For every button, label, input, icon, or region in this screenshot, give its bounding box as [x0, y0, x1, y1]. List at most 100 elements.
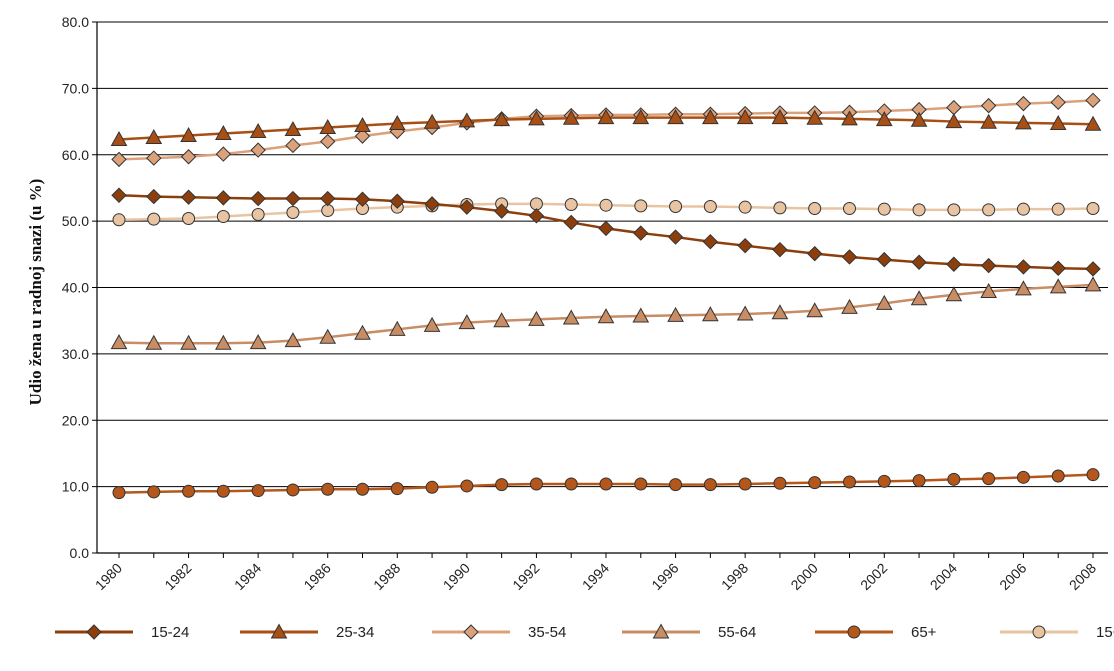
data-point — [669, 200, 683, 214]
data-point — [180, 189, 197, 205]
data-point — [876, 251, 892, 268]
legend-item-35-54: 35-54 — [432, 624, 566, 641]
data-point — [634, 199, 648, 213]
data-point — [1085, 261, 1101, 277]
data-point — [354, 191, 371, 207]
data-point — [286, 205, 300, 219]
legend-label: 15+ — [1096, 624, 1114, 641]
data-point — [806, 109, 824, 125]
data-point — [598, 220, 614, 237]
legend: 15-24 25-34 35-54 55-64 65+ 15+ — [55, 623, 1114, 641]
data-point — [808, 202, 822, 216]
x-tick-label: 2004 — [927, 560, 960, 593]
x-tick-label: 1984 — [231, 560, 264, 593]
data-point — [458, 112, 476, 128]
data-point — [388, 320, 406, 336]
data-point — [946, 99, 962, 116]
data-point — [667, 306, 684, 322]
data-point — [911, 254, 927, 270]
legend-item-25-34: 25-34 — [240, 623, 374, 641]
series-15-24 — [111, 187, 1101, 277]
x-tick-label: 1990 — [440, 560, 473, 593]
data-point — [634, 477, 648, 491]
data-point — [1051, 469, 1065, 483]
x-tick-label: 2000 — [787, 560, 820, 593]
data-point — [389, 193, 405, 209]
data-point — [1051, 202, 1065, 216]
x-tick-label: 1994 — [579, 560, 612, 593]
data-point — [667, 229, 684, 245]
data-point — [736, 305, 754, 321]
data-point — [493, 111, 510, 127]
data-point — [147, 485, 161, 499]
data-point — [110, 334, 128, 350]
x-tick-label: 1996 — [648, 560, 681, 593]
data-point — [632, 307, 650, 323]
data-point — [736, 109, 754, 125]
data-point — [1085, 92, 1101, 109]
data-point — [354, 117, 371, 133]
data-point — [980, 282, 997, 298]
data-point — [529, 197, 543, 211]
x-tick-label: 1980 — [92, 560, 125, 593]
data-point — [910, 111, 928, 127]
data-point — [564, 198, 578, 212]
data-point — [321, 204, 335, 218]
data-point — [112, 213, 126, 227]
data-point — [493, 312, 510, 328]
data-point — [251, 207, 265, 221]
data-point — [841, 298, 858, 314]
data-point — [180, 334, 197, 350]
data-point — [285, 190, 301, 207]
x-tick-label: 1988 — [370, 560, 403, 593]
x-tick-label: 2006 — [996, 560, 1029, 593]
legend-label: 15-24 — [151, 624, 189, 641]
data-point — [320, 133, 336, 150]
data-point — [249, 122, 267, 139]
data-point — [806, 302, 824, 318]
series-25-34 — [110, 109, 1102, 146]
data-point — [912, 474, 926, 488]
data-point — [354, 324, 371, 340]
series-55-64 — [110, 276, 1102, 350]
data-point — [182, 484, 196, 498]
data-point — [947, 203, 961, 217]
y-tick-label: 0.0 — [70, 545, 90, 561]
legend-marker — [86, 624, 102, 640]
data-point — [215, 190, 232, 206]
y-tick-label: 50.0 — [62, 213, 89, 229]
data-point — [495, 478, 509, 492]
data-point — [841, 249, 858, 265]
data-point — [528, 110, 545, 126]
data-point — [843, 475, 856, 489]
data-point — [1084, 276, 1102, 292]
data-point — [1086, 202, 1100, 216]
data-point — [599, 198, 613, 212]
legend-marker — [270, 623, 288, 639]
data-point — [702, 233, 719, 250]
data-point — [529, 477, 543, 491]
data-point — [945, 286, 963, 302]
data-point — [1050, 94, 1066, 111]
data-point — [251, 484, 265, 498]
data-point — [982, 203, 996, 217]
data-point — [423, 316, 441, 332]
data-point — [354, 128, 371, 144]
data-point — [599, 477, 613, 491]
data-point — [597, 308, 615, 324]
data-point — [737, 237, 753, 254]
data-point — [112, 486, 126, 500]
gridlines — [97, 21, 1108, 488]
data-point — [980, 257, 997, 274]
data-point — [460, 479, 474, 493]
data-point — [807, 245, 823, 262]
data-point — [110, 130, 128, 146]
data-point — [703, 200, 717, 214]
data-point — [773, 201, 787, 215]
data-point — [563, 214, 579, 231]
legend-item-55-64: 55-64 — [622, 623, 756, 641]
data-point — [286, 483, 300, 497]
data-point — [703, 478, 717, 492]
legend-label: 25-34 — [336, 624, 374, 641]
